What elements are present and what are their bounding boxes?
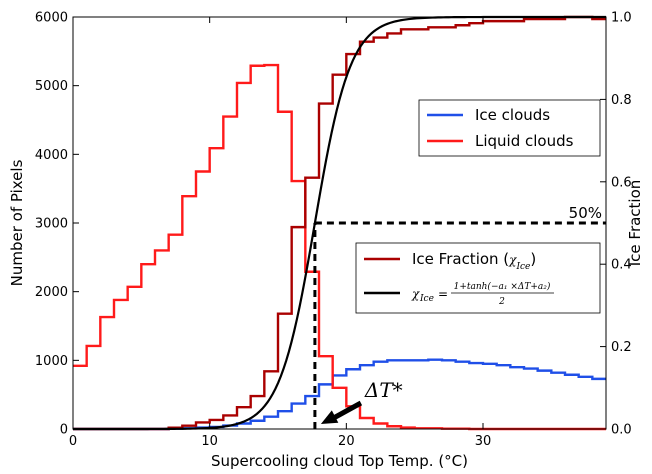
legend-label-fit-formula: χ Ice = 1+tanh(−a₁ ×ΔT+a₂) 2 xyxy=(411,281,554,307)
svg-text:1+tanh(−a₁ ×ΔT+a₂): 1+tanh(−a₁ ×ΔT+a₂) xyxy=(454,281,551,292)
legend-label-ice-fraction: Ice Fraction (χIce) xyxy=(412,250,536,272)
legend-fraction: Ice Fraction (χIce) χ Ice = 1+tanh(−a₁ ×… xyxy=(355,242,601,314)
y-right-tick-label: 0.4 xyxy=(611,258,632,273)
x-axis-label: Supercooling cloud Top Temp. (°C) xyxy=(211,452,468,470)
x-tick-label: 30 xyxy=(475,434,492,449)
y-right-tick-label: 0.8 xyxy=(611,93,632,108)
y-right-tick-label: 0.6 xyxy=(611,175,632,190)
y-axis-label-right: Ice Fraction xyxy=(626,180,644,267)
y-left-tick-label: 4000 xyxy=(35,148,68,163)
legend-label-ice-clouds: Ice clouds xyxy=(475,106,550,124)
legend-label-liquid-clouds: Liquid clouds xyxy=(475,132,574,150)
y-left-tick-label: 5000 xyxy=(35,79,68,94)
y-left-tick-label: 1000 xyxy=(35,354,68,369)
svg-text:2: 2 xyxy=(498,297,505,307)
x-tick-label: 0 xyxy=(69,434,77,449)
y-right-tick-label: 0.0 xyxy=(611,423,632,438)
y-left-tick-label: 6000 xyxy=(35,11,68,26)
delta-t-label: ΔT* xyxy=(364,378,403,402)
svg-text:χ: χ xyxy=(411,287,420,301)
annotation-layer: 50% ΔT* xyxy=(313,204,606,429)
x-tick-label: 20 xyxy=(338,434,355,449)
y-left-tick-label: 0 xyxy=(60,423,68,438)
y-left-tick-label: 2000 xyxy=(35,285,68,300)
legend-clouds: Ice clouds Liquid clouds xyxy=(418,99,601,157)
x-tick-label: 10 xyxy=(201,434,218,449)
svg-text:Ice: Ice xyxy=(419,294,434,304)
delta-t-arrow-shaft xyxy=(329,400,363,422)
y-right-tick-label: 1.0 xyxy=(611,11,632,26)
fifty-percent-label: 50% xyxy=(569,204,602,222)
delta-t-arrow-head xyxy=(320,410,339,424)
series-ice-clouds xyxy=(73,358,606,431)
y-right-tick-label: 0.2 xyxy=(611,340,632,355)
series-ice-fraction-ice xyxy=(73,15,606,431)
svg-text:=: = xyxy=(438,287,448,301)
y-left-tick-label: 3000 xyxy=(35,217,68,232)
axes-layer: 0 10 20 30 0 1000 2000 3000 4000 5000 6000 0.0 0.2 0.… xyxy=(35,11,632,450)
y-axis-label-left: Number of Pixels xyxy=(8,159,26,286)
